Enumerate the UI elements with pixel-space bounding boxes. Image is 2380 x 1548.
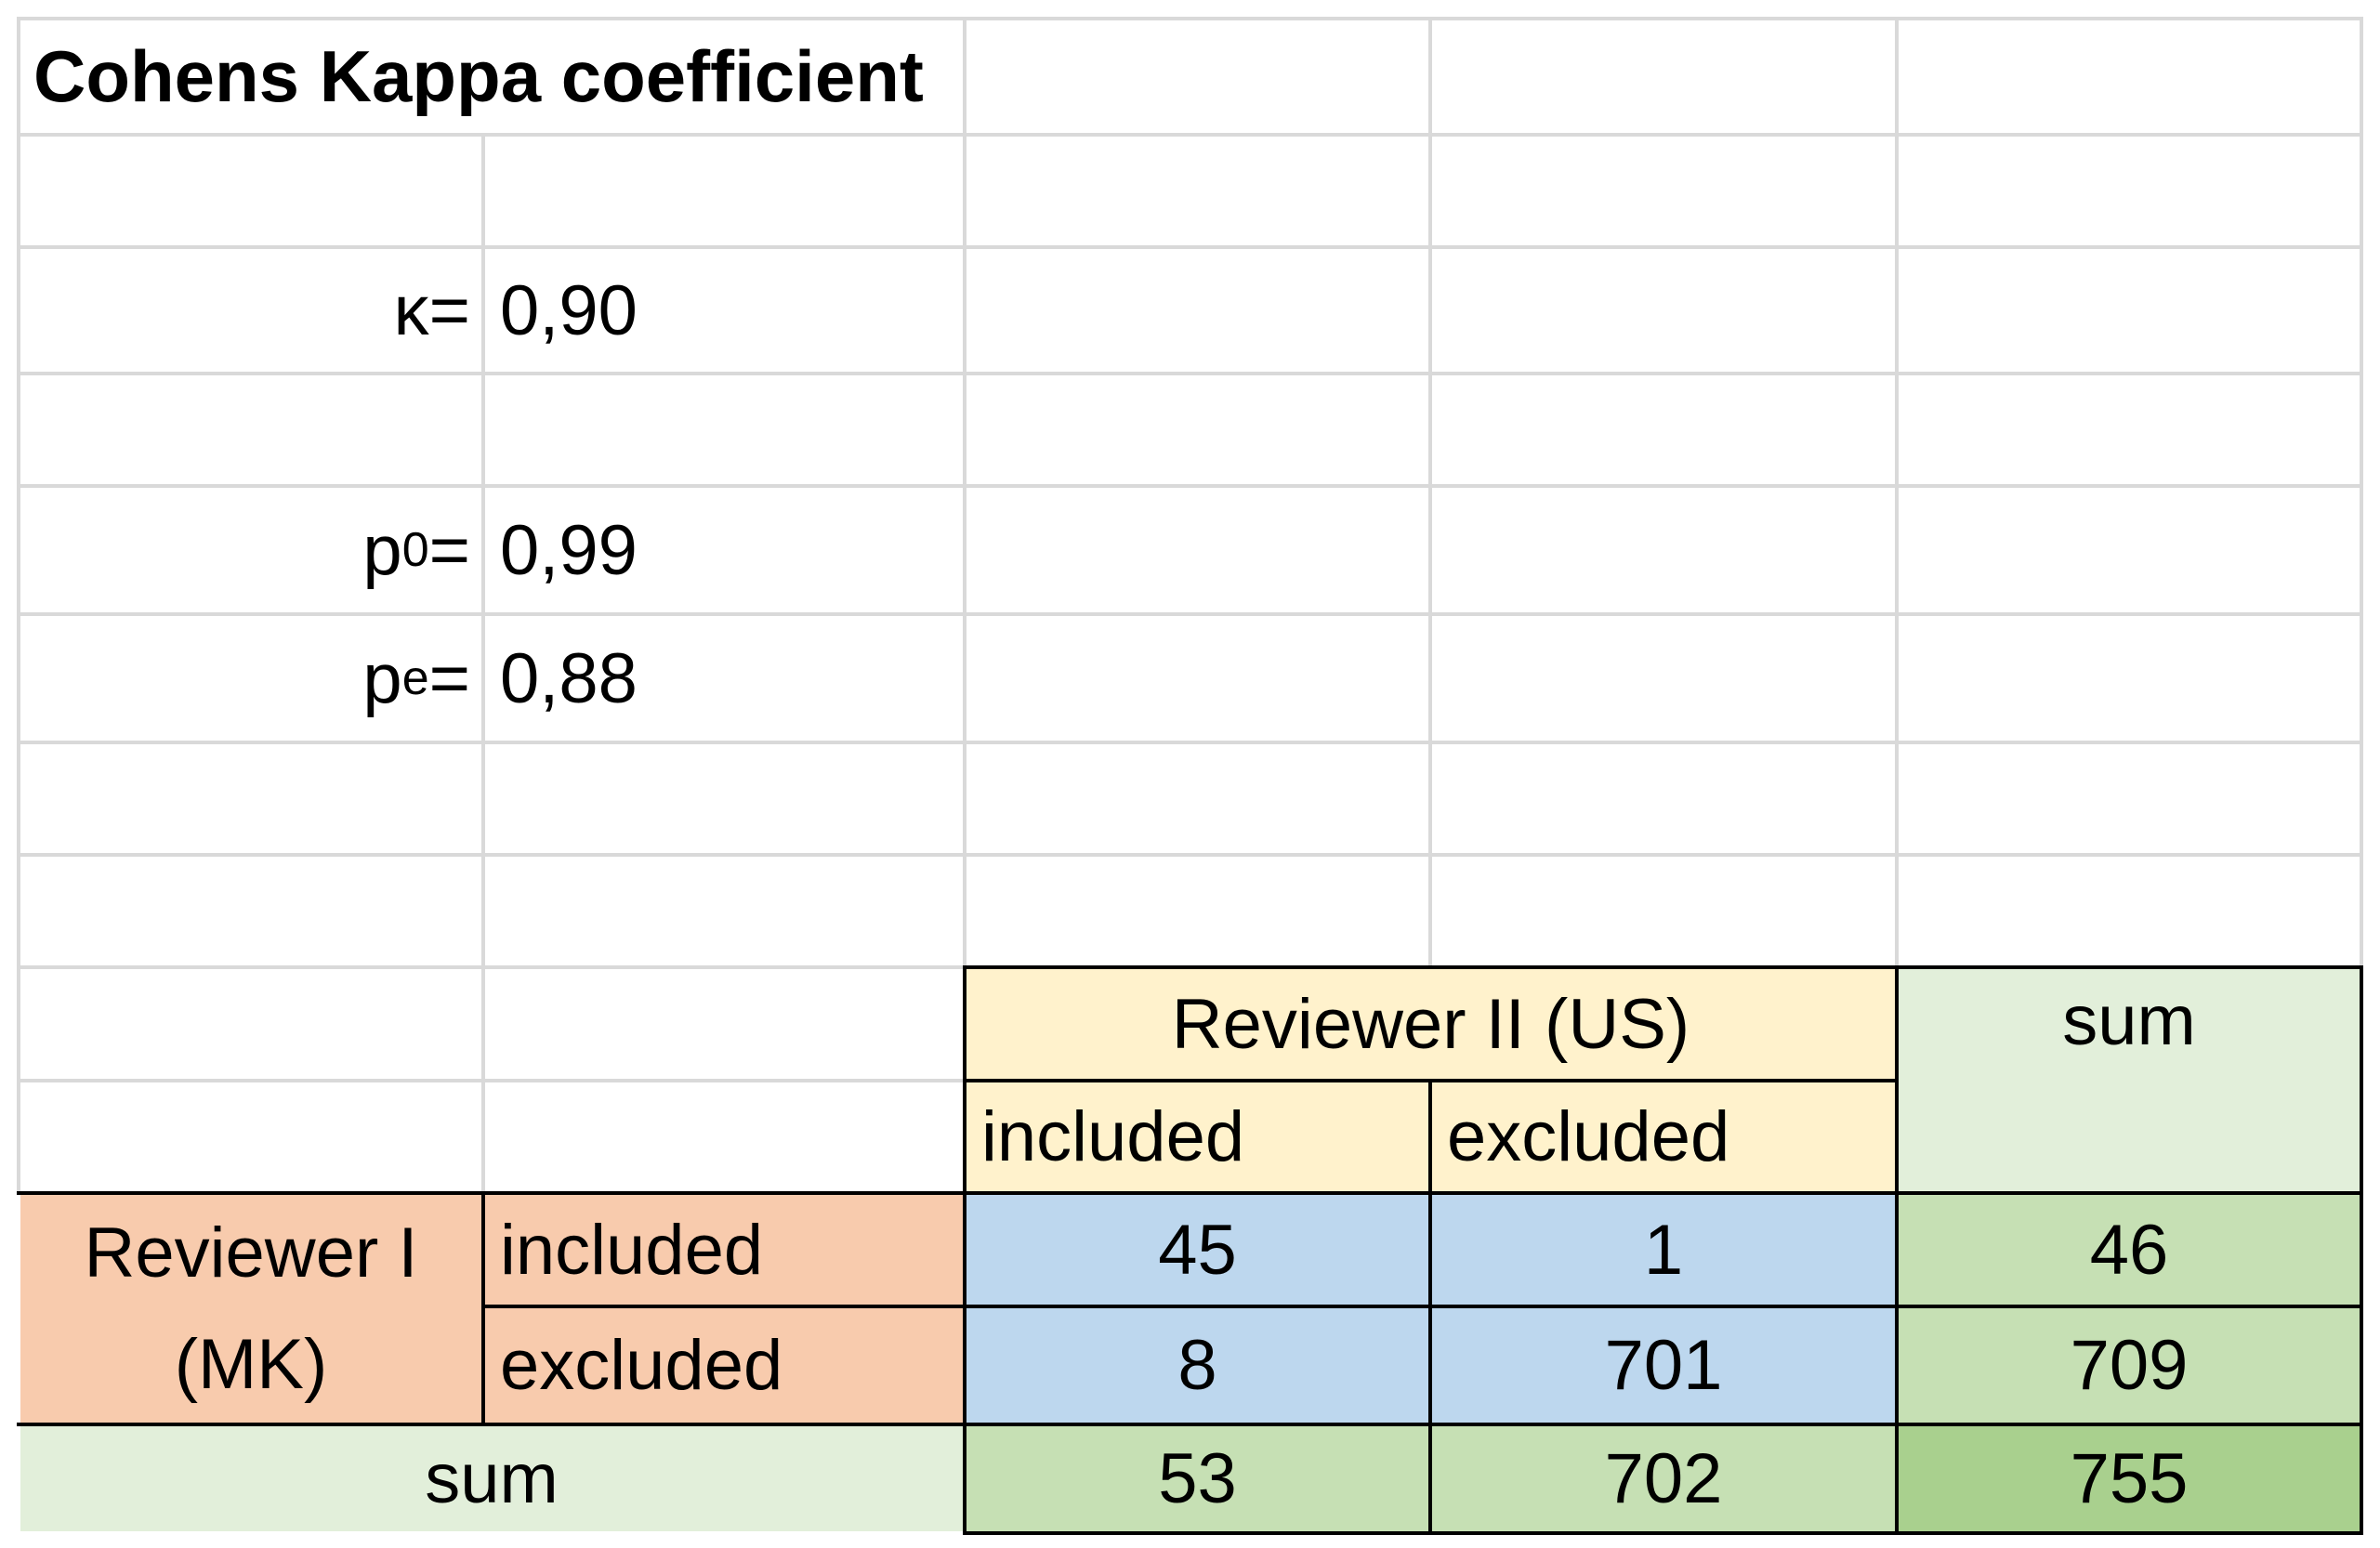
grid-line xyxy=(17,612,2363,616)
grid-line xyxy=(17,741,2363,744)
grid-line xyxy=(2360,17,2363,965)
count-excluded-excluded: 701 xyxy=(1432,1308,1895,1423)
grid-line xyxy=(17,17,2363,20)
p0-label-base: p xyxy=(362,510,402,590)
sum-column-header: sum xyxy=(1899,969,2360,1191)
grid-line xyxy=(17,133,2363,137)
row-sum-included: 46 xyxy=(1899,1195,2360,1305)
table-border xyxy=(2360,965,2363,1535)
column-sum-excluded: 702 xyxy=(1432,1426,1895,1531)
count-included-excluded: 1 xyxy=(1432,1195,1895,1305)
kappa-label: κ= xyxy=(393,270,470,350)
reviewer2-excluded-header: excluded xyxy=(1432,1082,1895,1191)
pe-label-base: p xyxy=(362,638,402,718)
table-border xyxy=(1428,1079,1432,1535)
p0-label-eq: = xyxy=(428,510,470,590)
table-border xyxy=(17,1191,2363,1195)
reviewer1-included-label: included xyxy=(485,1195,963,1305)
grand-total: 755 xyxy=(1899,1426,2360,1531)
reviewer2-header: Reviewer II (US) xyxy=(966,969,1895,1079)
kappa-value: 0,90 xyxy=(500,270,638,350)
grid-line xyxy=(17,484,2363,488)
reviewer1-header: Reviewer I (MK) xyxy=(20,1195,481,1423)
grid-line xyxy=(963,17,966,965)
table-border xyxy=(17,1423,2363,1426)
table-border xyxy=(963,965,2363,969)
grid-line xyxy=(17,965,966,969)
count-included-included: 45 xyxy=(966,1195,1428,1305)
grid-line xyxy=(17,853,2363,857)
count-excluded-included: 8 xyxy=(966,1308,1428,1423)
pe-label: p e = xyxy=(362,638,470,718)
grid-line xyxy=(1428,17,1432,965)
table-border xyxy=(963,965,966,1535)
reviewer1-header-line2: (MK) xyxy=(174,1324,328,1404)
table-border xyxy=(1895,965,1899,1535)
column-sum-included: 53 xyxy=(966,1426,1428,1531)
grid-line xyxy=(481,133,485,1191)
table-border xyxy=(481,1191,485,1426)
table-border xyxy=(481,1305,2363,1308)
row-sum-excluded: 709 xyxy=(1899,1308,2360,1423)
sum-row-label: sum xyxy=(20,1426,963,1531)
reviewer1-header-line1: Reviewer I xyxy=(84,1213,418,1292)
reviewer2-included-header: included xyxy=(966,1082,1428,1191)
p0-label: p 0 = xyxy=(362,510,470,590)
pe-value: 0,88 xyxy=(500,638,638,718)
p0-value: 0,99 xyxy=(500,510,638,590)
grid-line xyxy=(1895,17,1899,965)
grid-line xyxy=(17,372,2363,375)
reviewer1-excluded-label: excluded xyxy=(485,1308,963,1423)
page-title: Cohens Kappa coefficient xyxy=(33,35,924,117)
table-border xyxy=(963,1531,2363,1535)
grid-line xyxy=(17,17,20,1191)
grid-line xyxy=(17,1079,966,1082)
grid-line xyxy=(17,245,2363,249)
pe-label-eq: = xyxy=(428,638,470,718)
